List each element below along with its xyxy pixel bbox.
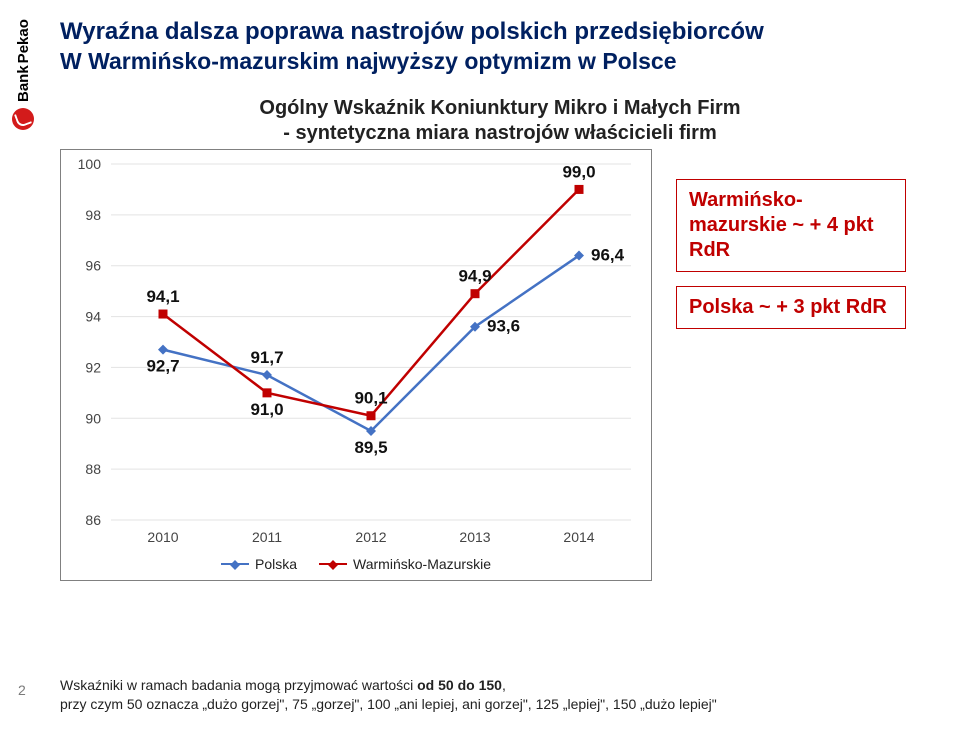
brand-text: Bank Pekao — [15, 19, 32, 102]
info-box-wm: Warmińsko-mazurskie ~ + 4 pkt RdR — [676, 179, 906, 272]
svg-text:91,7: 91,7 — [250, 348, 283, 367]
svg-text:91,0: 91,0 — [250, 400, 283, 419]
brand-sidebar: Bank Pekao — [0, 0, 42, 734]
brand-logo: Bank Pekao — [12, 19, 34, 130]
legend-item-wm: Warmińsko-Mazurskie — [319, 556, 491, 572]
svg-text:2011: 2011 — [252, 529, 282, 545]
chart-title-2: - syntetyczna miara nastrojów właściciel… — [60, 122, 940, 145]
svg-text:92: 92 — [85, 359, 101, 375]
side-boxes: Warmińsko-mazurskie ~ + 4 pkt RdR Polska… — [676, 179, 906, 343]
line-chart: 86 88 90 92 94 96 98 100 2010 2011 2012 2013 2014 92,… — [61, 150, 651, 580]
footer-line1a: Wskaźniki w ramach badania mogą przyjmow… — [60, 677, 417, 693]
svg-text:98: 98 — [85, 207, 101, 223]
footer-line1b: od 50 do 150 — [417, 677, 502, 693]
svg-text:92,7: 92,7 — [146, 357, 179, 376]
content-area: Wyraźna dalsza poprawa nastrojów polskic… — [60, 18, 940, 609]
brand-logo-icon — [12, 108, 34, 130]
legend-swatch-wm — [319, 563, 347, 565]
svg-text:90: 90 — [85, 410, 101, 426]
svg-text:86: 86 — [85, 512, 101, 528]
legend: Polska Warmińsko-Mazurskie — [221, 556, 491, 572]
brand-pekao: Pekao — [15, 19, 32, 63]
svg-text:94: 94 — [85, 309, 101, 325]
svg-text:94,1: 94,1 — [146, 287, 179, 306]
svg-text:96: 96 — [85, 258, 101, 274]
footer-line2: przy czym 50 oznacza „dużo gorzej", 75 „… — [60, 696, 717, 712]
svg-text:88: 88 — [85, 461, 101, 477]
page-number: 2 — [18, 682, 26, 698]
svg-text:2013: 2013 — [459, 529, 490, 545]
svg-text:90,1: 90,1 — [354, 389, 387, 408]
title-main: Wyraźna dalsza poprawa nastrojów polskic… — [60, 18, 940, 46]
svg-text:94,9: 94,9 — [458, 267, 491, 286]
footer-note: Wskaźniki w ramach badania mogą przyjmow… — [60, 676, 930, 714]
svg-text:2010: 2010 — [147, 529, 178, 545]
svg-text:2014: 2014 — [563, 529, 594, 545]
legend-label-wm: Warmińsko-Mazurskie — [353, 556, 491, 572]
svg-text:89,5: 89,5 — [354, 438, 387, 457]
legend-swatch-polska — [221, 563, 249, 565]
svg-text:99,0: 99,0 — [562, 162, 595, 181]
svg-text:100: 100 — [78, 156, 102, 172]
svg-text:93,6: 93,6 — [487, 317, 520, 336]
brand-bank: Bank — [15, 65, 32, 102]
title-sub: W Warmińsko-mazurskim najwyższy optymizm… — [60, 48, 940, 75]
svg-text:96,4: 96,4 — [591, 246, 625, 265]
chart-title-1: Ogólny Wskaźnik Koniunktury Mikro i Mały… — [60, 97, 940, 120]
info-box-polska: Polska ~ + 3 pkt RdR — [676, 286, 906, 329]
chart-box: 86 88 90 92 94 96 98 100 2010 2011 2012 2013 2014 92,… — [60, 149, 652, 581]
chart-area: 86 88 90 92 94 96 98 100 2010 2011 2012 2013 2014 92,… — [60, 149, 930, 609]
legend-label-polska: Polska — [255, 556, 297, 572]
svg-text:2012: 2012 — [355, 529, 386, 545]
legend-item-polska: Polska — [221, 556, 297, 572]
footer-line1c: , — [502, 677, 506, 693]
slide: Bank Pekao Wyraźna dalsza poprawa nastroj… — [0, 0, 960, 734]
